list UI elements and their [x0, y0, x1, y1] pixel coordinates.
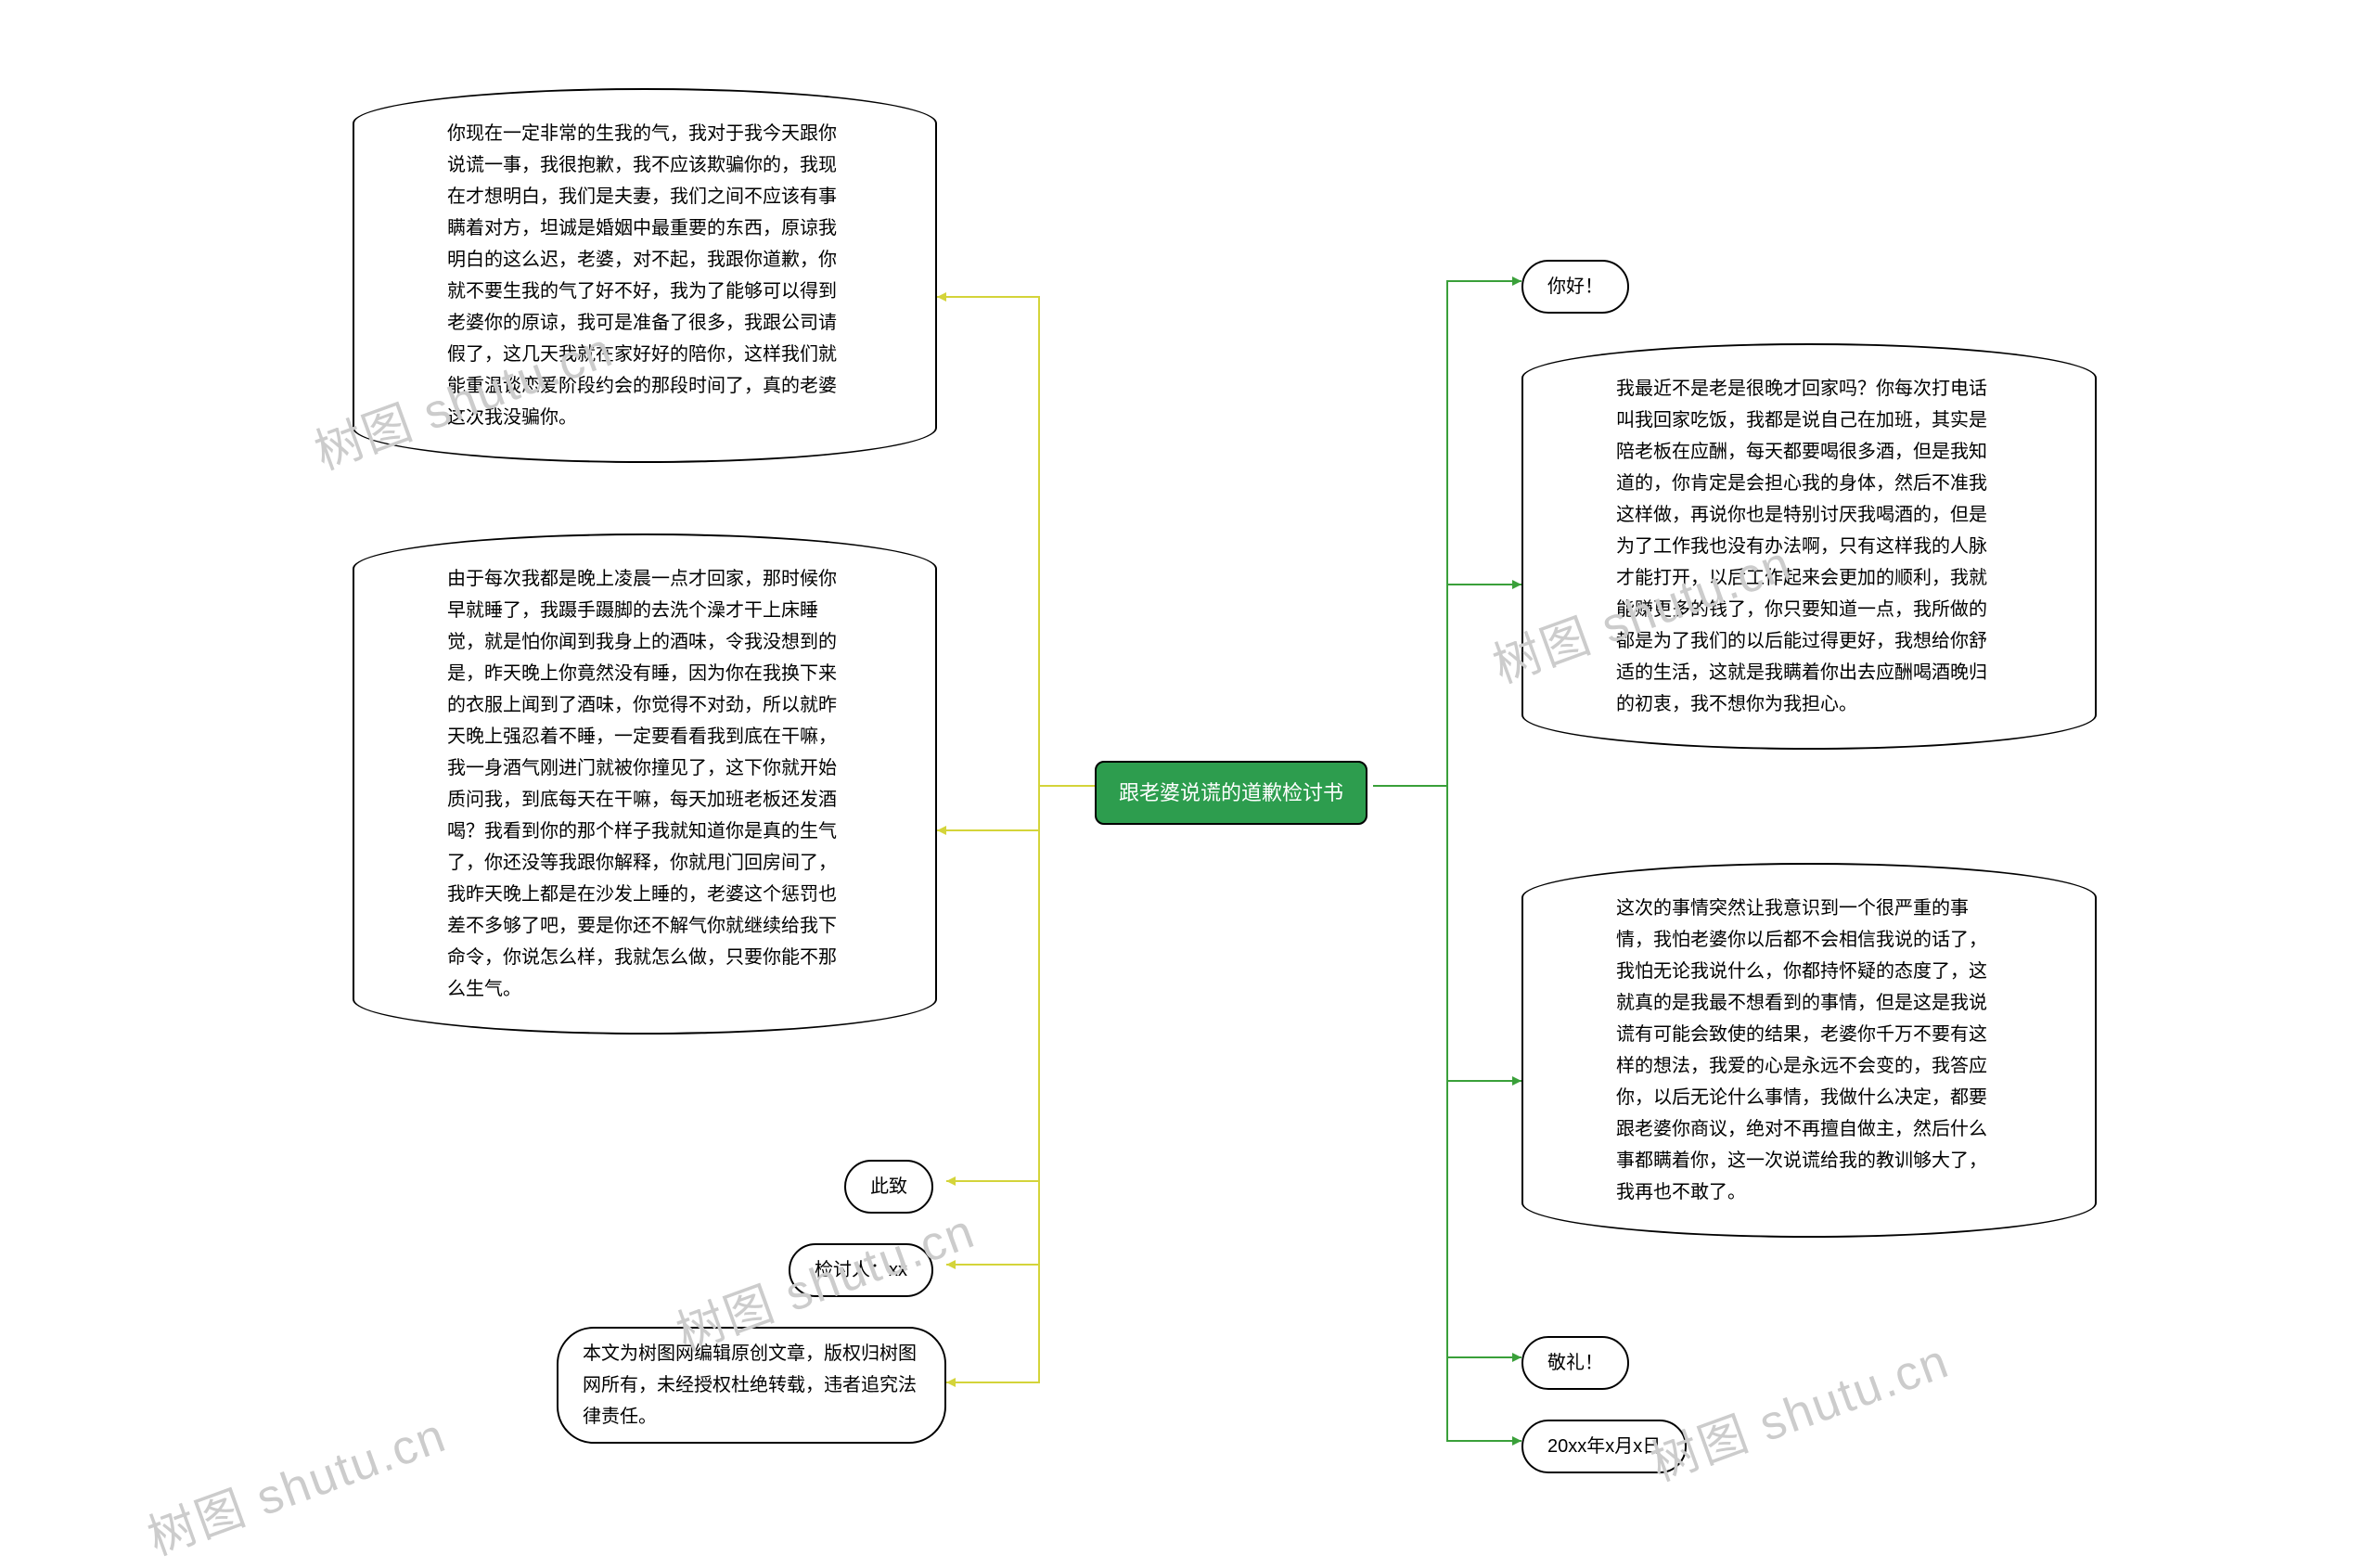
- left-node-5-text: 本文为树图网编辑原创文章，版权归树图网所有，未经授权杜绝转载，违者追究法律责任。: [583, 1343, 917, 1427]
- left-node-3-text: 此致: [870, 1176, 907, 1197]
- right-node-3-text: 这次的事情突然让我意识到一个很严重的事情，我怕老婆你以后都不会相信我说的话了，我…: [1616, 898, 1987, 1202]
- right-node-4[interactable]: 敬礼！: [1521, 1336, 1629, 1390]
- right-node-2[interactable]: 我最近不是老是很晚才回家吗？你每次打电话叫我回家吃饭，我都是说自己在加班，其实是…: [1521, 343, 2097, 750]
- right-node-1[interactable]: 你好！: [1521, 260, 1629, 314]
- left-node-2[interactable]: 由于每次我都是晚上凌晨一点才回家，那时候你早就睡了，我蹑手蹑脚的去洗个澡才干上床…: [353, 533, 937, 1035]
- left-node-1[interactable]: 你现在一定非常的生我的气，我对于我今天跟你说谎一事，我很抱歉，我不应该欺骗你的，…: [353, 88, 937, 463]
- right-node-1-text: 你好！: [1547, 276, 1603, 297]
- mindmap-canvas: 跟老婆说谎的道歉检讨书 你现在一定非常的生我的气，我对于我今天跟你说谎一事，我很…: [0, 0, 2375, 1565]
- left-node-3[interactable]: 此致: [844, 1160, 933, 1214]
- right-node-5[interactable]: 20xx年x月x日: [1521, 1420, 1687, 1473]
- center-node[interactable]: 跟老婆说谎的道歉检讨书: [1095, 761, 1367, 825]
- left-node-5[interactable]: 本文为树图网编辑原创文章，版权归树图网所有，未经授权杜绝转载，违者追究法律责任。: [557, 1327, 946, 1444]
- left-node-2-text: 由于每次我都是晚上凌晨一点才回家，那时候你早就睡了，我蹑手蹑脚的去洗个澡才干上床…: [447, 569, 837, 999]
- watermark: 树图 shutu.cn: [136, 1396, 454, 1568]
- right-node-2-text: 我最近不是老是很晚才回家吗？你每次打电话叫我回家吃饭，我都是说自己在加班，其实是…: [1616, 379, 1987, 714]
- right-node-4-text: 敬礼！: [1547, 1353, 1603, 1373]
- left-node-4[interactable]: 检讨人：xx: [789, 1243, 933, 1297]
- watermark: 树图 shutu.cn: [1639, 1322, 1957, 1495]
- right-node-5-text: 20xx年x月x日: [1547, 1436, 1661, 1457]
- right-node-3[interactable]: 这次的事情突然让我意识到一个很严重的事情，我怕老婆你以后都不会相信我说的话了，我…: [1521, 863, 2097, 1238]
- left-node-4-text: 检讨人：xx: [815, 1260, 907, 1280]
- left-node-1-text: 你现在一定非常的生我的气，我对于我今天跟你说谎一事，我很抱歉，我不应该欺骗你的，…: [447, 123, 837, 428]
